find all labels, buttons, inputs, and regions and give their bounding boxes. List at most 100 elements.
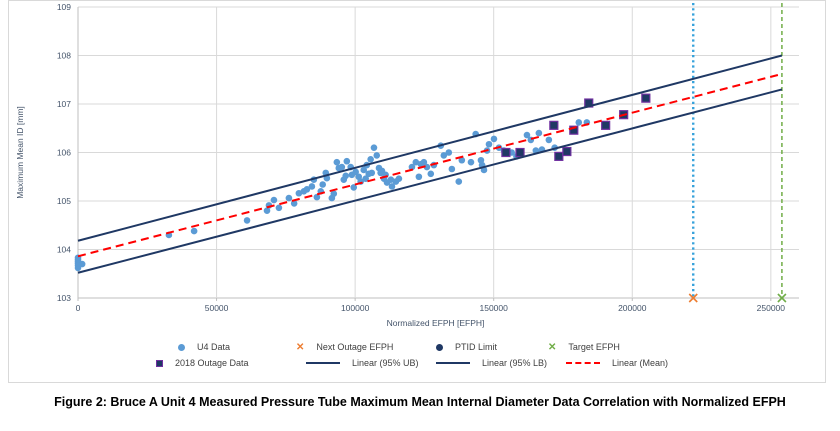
- legend-ptid-limit: PTID Limit: [436, 342, 548, 352]
- figure-caption-text: Figure 2: Bruce A Unit 4 Measured Pressu…: [54, 395, 786, 409]
- point-2018-outage-data: [501, 147, 511, 158]
- legend-target-efph-label: Target EFPH: [568, 342, 620, 352]
- trendline-linear-mean: [77, 72, 783, 258]
- point-u4-data: [338, 163, 346, 171]
- y-tick-label: 106: [57, 148, 71, 158]
- x-tick-label: 100000: [341, 303, 370, 313]
- point-u4-data: [350, 184, 358, 191]
- point-u4-data: [308, 183, 316, 190]
- point-u4-data: [342, 172, 350, 180]
- legend-linear-95-lb-line-icon: [436, 362, 470, 364]
- legend-linear-95-lb-label: Linear (95% LB): [482, 358, 548, 368]
- x-tick-label: 200000: [618, 303, 647, 313]
- point-u4-data: [275, 204, 283, 212]
- point-u4-data: [440, 152, 448, 159]
- legend-linear-mean: Linear (Mean): [566, 358, 678, 368]
- point-2018-outage-data: [515, 147, 525, 158]
- legend-linear-mean-dashed-line-icon: [566, 362, 600, 364]
- point-2018-outage-data: [554, 151, 564, 161]
- legend-ptid-limit-label: PTID Limit: [455, 342, 498, 352]
- legend-u4-data-label: U4 Data: [197, 342, 231, 352]
- point-u4-data: [333, 158, 341, 166]
- point-u4-data: [420, 158, 428, 166]
- legend-linear-mean-label: Linear (Mean): [612, 358, 669, 368]
- point-2018-outage-data: [601, 120, 611, 130]
- legend-row: U4 Data ✕ Next Outage EFPH PTID Limit ✕ Targe…: [178, 342, 656, 352]
- legend-target-efph: ✕ Target EFPH: [548, 342, 656, 352]
- legend-linear-95-ub-line-icon: [306, 362, 340, 364]
- point-u4-data: [370, 144, 378, 151]
- y-axis-title: Maximum Mean ID [mm]: [15, 106, 25, 199]
- marker-next-outage-efph-x-icon: [688, 293, 698, 303]
- chart-legend: U4 Data ✕ Next Outage EFPH PTID Limit ✕ Targe…: [9, 342, 825, 368]
- point-u4-data: [448, 165, 456, 173]
- point-u4-data: [445, 149, 453, 156]
- point-u4-data: [313, 193, 321, 201]
- legend-row: 2018 Outage Data Linear (95% UB) Linear (9…: [156, 358, 678, 368]
- point-u4-data: [290, 200, 298, 207]
- y-tick-label: 105: [57, 196, 71, 206]
- point-u4-data: [387, 176, 395, 183]
- point-u4-data: [295, 189, 303, 197]
- y-tick-label: 109: [57, 2, 71, 12]
- y-tick-label: 108: [57, 51, 71, 61]
- point-u4-data: [455, 178, 463, 185]
- legend-linear-95-ub-label: Linear (95% UB): [352, 358, 419, 368]
- point-u4-data: [408, 163, 416, 171]
- point-u4-data: [270, 196, 278, 204]
- point-u4-data: [395, 175, 403, 182]
- point-u4-data: [360, 166, 368, 174]
- y-tick-label: 107: [57, 99, 71, 109]
- legend-u4-data: U4 Data: [178, 342, 296, 352]
- point-u4-data: [352, 168, 359, 176]
- point-2018-outage-data: [569, 125, 579, 135]
- point-u4-data: [343, 157, 351, 165]
- marker-target-efph-x-icon: [777, 293, 787, 303]
- legend-target-efph-x-icon: ✕: [548, 341, 557, 353]
- x-tick-label: 150000: [480, 303, 509, 313]
- point-u4-data: [367, 155, 374, 163]
- legend-next-outage-efph-x-icon: ✕: [296, 341, 305, 353]
- trendline-linear-95-lb: [77, 88, 783, 274]
- legend-2018-outage-data-square-icon: [156, 359, 163, 367]
- point-u4-data: [330, 190, 338, 198]
- trendline-linear-95-ub: [77, 54, 783, 242]
- legend-next-outage-efph-label: Next Outage EFPH: [316, 342, 394, 352]
- chart-container: 103 104 105 106 107 108 109 0 50000 100000 150000 2…: [8, 0, 826, 383]
- point-u4-data: [373, 152, 381, 159]
- legend-linear-95-lb: Linear (95% LB): [436, 358, 566, 368]
- point-u4-data: [319, 181, 327, 188]
- point-u4-data: [535, 129, 543, 137]
- x-tick-label: 250000: [757, 303, 786, 313]
- y-tick-label: 103: [57, 293, 71, 303]
- point-u4-data: [467, 158, 475, 166]
- point-u4-data: [523, 131, 531, 139]
- x-tick-label: 0: [76, 303, 81, 313]
- point-u4-data: [575, 119, 583, 126]
- point-u4-data: [415, 173, 423, 181]
- point-u4-data: [303, 186, 311, 193]
- point-u4-data: [545, 136, 553, 144]
- point-u4-data: [368, 169, 376, 177]
- point-u4-data: [427, 170, 435, 178]
- scatter-chart: 103 104 105 106 107 108 109 0 50000 100000 150000 2…: [15, 2, 799, 328]
- point-2018-outage-data: [641, 93, 651, 103]
- point-u4-data: [285, 194, 293, 202]
- point-u4-data: [485, 140, 493, 148]
- legend-ptid-limit-dot-icon: [436, 343, 443, 351]
- legend-u4-data-dot-icon: [178, 343, 185, 351]
- point-u4-data: [78, 260, 86, 268]
- point-u4-data: [263, 207, 271, 214]
- x-axis-title: Normalized EFPH [EFPH]: [387, 318, 485, 328]
- point-2018-outage-data: [549, 120, 559, 130]
- point-u4-data: [388, 183, 396, 190]
- point-2018-outage-data: [562, 146, 572, 157]
- legend-next-outage-efph: ✕ Next Outage EFPH: [296, 342, 436, 352]
- figure-caption: Figure 2: Bruce A Unit 4 Measured Pressu…: [0, 394, 840, 411]
- point-u4-data: [490, 135, 498, 143]
- legend-2018-outage-data: 2018 Outage Data: [156, 358, 306, 368]
- y-tick-label: 104: [57, 245, 71, 255]
- point-u4-data: [243, 217, 251, 224]
- point-u4-data: [190, 227, 198, 235]
- point-u4-data: [458, 156, 466, 164]
